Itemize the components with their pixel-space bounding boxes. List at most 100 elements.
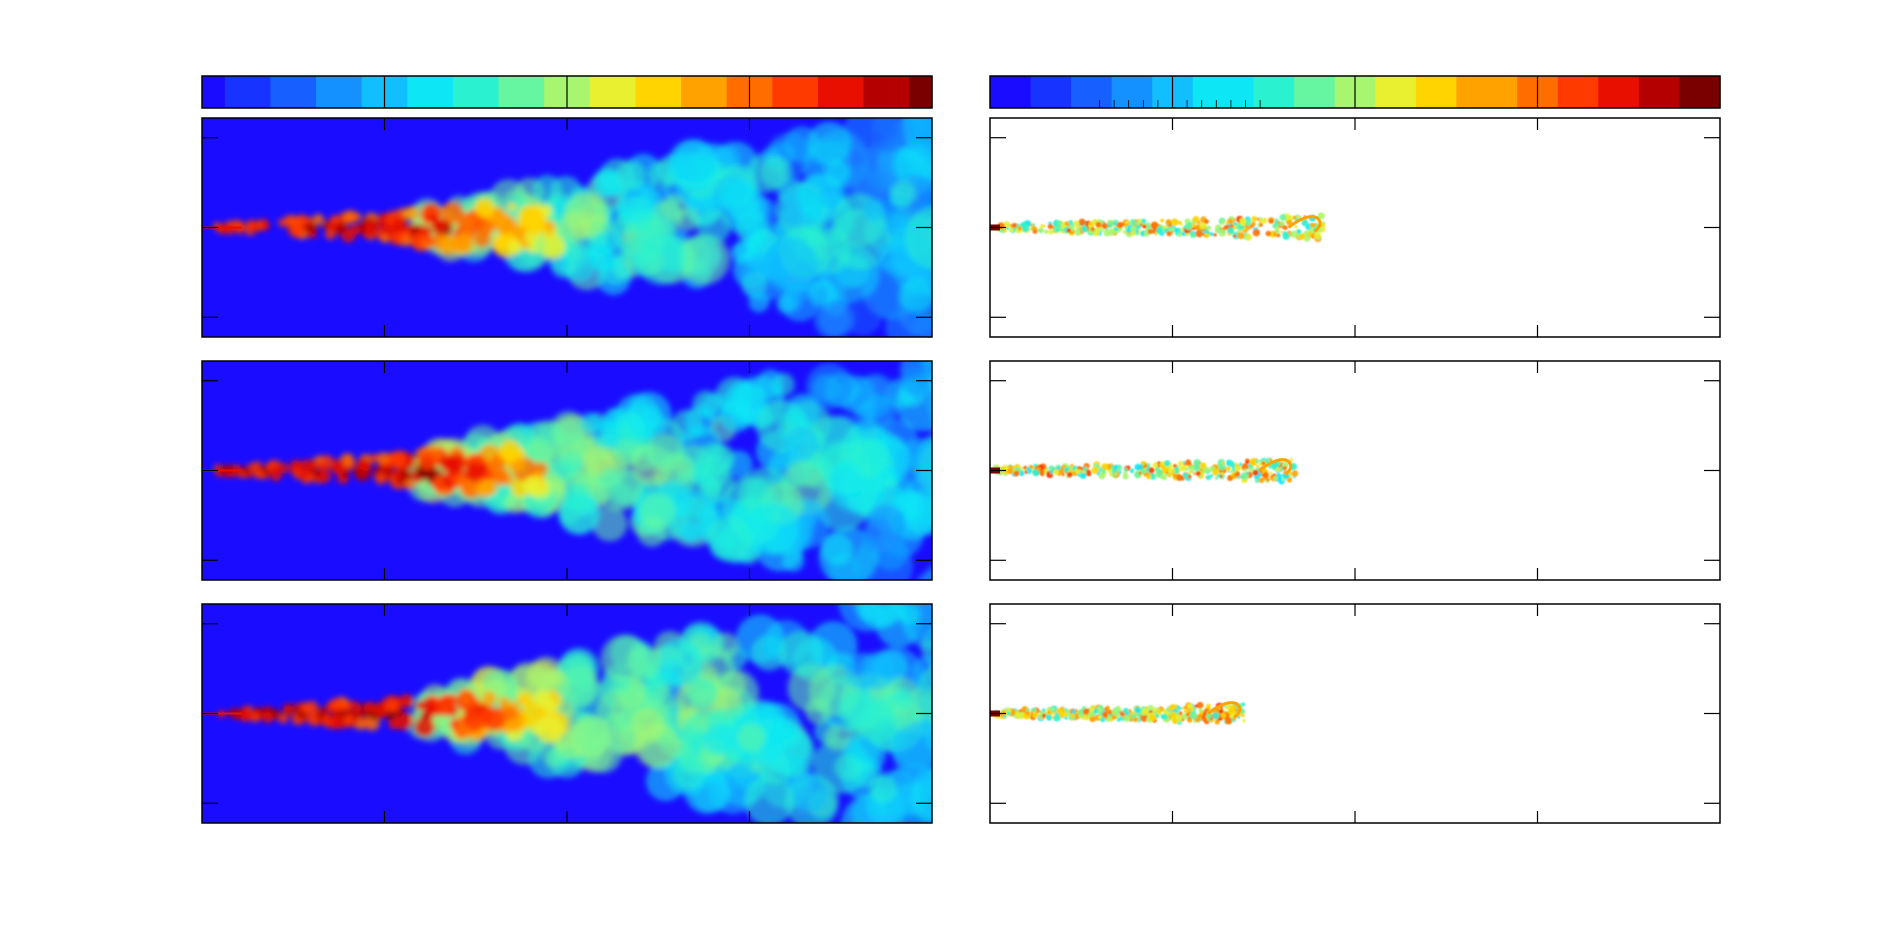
plume-blob: [667, 139, 719, 191]
core-blob: [380, 234, 390, 244]
streak-dot: [1134, 707, 1141, 714]
plume-blob: [672, 755, 707, 790]
plume-blob: [693, 454, 730, 491]
core-blob: [527, 482, 542, 497]
streak-dot: [1214, 719, 1220, 725]
streak-dot: [1129, 218, 1137, 227]
plume-blob: [942, 503, 965, 526]
streak-dot: [1091, 466, 1099, 475]
plume-blob: [600, 634, 649, 683]
streak-dot: [1002, 228, 1007, 233]
plume-blob: [640, 406, 664, 429]
streak-dot: [1189, 711, 1198, 720]
colorbar-cell: [1436, 76, 1457, 108]
core-blob: [482, 691, 497, 707]
colorbar-cell: [863, 76, 887, 108]
streak-dot: [1198, 707, 1203, 713]
core-blob: [533, 239, 547, 253]
streak-dot: [1172, 718, 1179, 725]
plume-blob: [927, 443, 932, 473]
streak-dot: [1220, 219, 1226, 225]
plume-blob: [615, 160, 646, 190]
streak-dot: [1317, 212, 1325, 220]
plume-blob: [870, 118, 910, 154]
core-blob: [479, 706, 495, 723]
plume-blob: [934, 175, 963, 204]
streak-dot: [1082, 708, 1090, 715]
colorbar-cell: [567, 76, 591, 108]
streak-dot: [1141, 462, 1146, 466]
core-blob: [390, 216, 407, 233]
streak-dot: [1038, 227, 1044, 233]
streak-dot: [1031, 707, 1037, 713]
streak-dot: [1192, 216, 1200, 223]
streak-dot: [1161, 713, 1168, 720]
streak-dot: [1172, 463, 1178, 469]
streak-dot: [1237, 232, 1245, 240]
streak-dot: [1234, 464, 1242, 472]
core-blob: [374, 472, 387, 485]
streak-dot: [1017, 226, 1023, 231]
streak-dot: [1088, 224, 1091, 228]
streak-dot: [1160, 463, 1166, 470]
streak-tip: [1258, 458, 1293, 476]
core-blob: [218, 465, 227, 474]
colorbar-cell: [407, 76, 431, 108]
plume-blob: [746, 502, 799, 556]
plume-blob: [940, 174, 982, 216]
colorbar-cell: [1192, 76, 1214, 108]
streak-dot: [1170, 711, 1178, 719]
streak-dot: [1252, 227, 1255, 230]
streak-dot: [1206, 714, 1212, 719]
streak-dot: [1119, 709, 1123, 712]
plume-blob: [592, 506, 628, 542]
plume-blob: [851, 439, 890, 478]
core-blob: [502, 706, 517, 721]
streak-dot: [1058, 469, 1062, 474]
plume-blob: [660, 195, 687, 221]
core-blob: [435, 695, 456, 717]
streak-dot: [1116, 221, 1124, 229]
right-column: [989, 117, 1721, 824]
plume-blob: [813, 301, 851, 337]
streak-dot: [1032, 711, 1038, 717]
plume-blob: [711, 632, 739, 660]
core-blob: [271, 710, 281, 720]
streak-dot: [1064, 716, 1068, 720]
streak-dot: [1130, 225, 1137, 233]
streak-dot: [1279, 213, 1287, 221]
streak-dot: [1122, 230, 1126, 234]
plume-blob: [720, 179, 760, 219]
streak-dot: [1265, 230, 1272, 237]
plume-blob: [824, 160, 851, 186]
streak-dot: [1227, 475, 1234, 482]
plume-blob: [940, 232, 966, 258]
streak-dot: [1297, 229, 1302, 235]
streak-dot: [1259, 459, 1263, 463]
streak-dot: [1031, 225, 1037, 231]
colorbar-cell: [681, 76, 705, 108]
colorbar-cell: [635, 76, 659, 108]
streak-dot: [1005, 226, 1010, 230]
streak-dot: [1080, 472, 1087, 479]
colorbar-cell: [1172, 76, 1194, 108]
streak-dot: [1204, 219, 1209, 224]
core-blob: [535, 715, 564, 744]
streak-dot: [1190, 232, 1196, 239]
plume-blob: [686, 678, 718, 710]
streak-dot: [1043, 229, 1049, 234]
core-blob: [401, 470, 412, 481]
streak-dot: [1232, 221, 1237, 226]
plume-blob: [562, 482, 592, 512]
left-column: [201, 117, 982, 824]
streak-dot: [1187, 703, 1194, 710]
streak-dot: [1142, 224, 1147, 229]
plume-blob: [783, 426, 819, 461]
streak-dot: [1254, 479, 1258, 482]
streak-dot: [1113, 472, 1118, 476]
colorbar-cell: [544, 76, 568, 108]
core-blob: [507, 202, 516, 211]
plume-blob: [744, 775, 795, 823]
streak-dot: [1055, 228, 1060, 233]
core-blob: [373, 703, 389, 719]
